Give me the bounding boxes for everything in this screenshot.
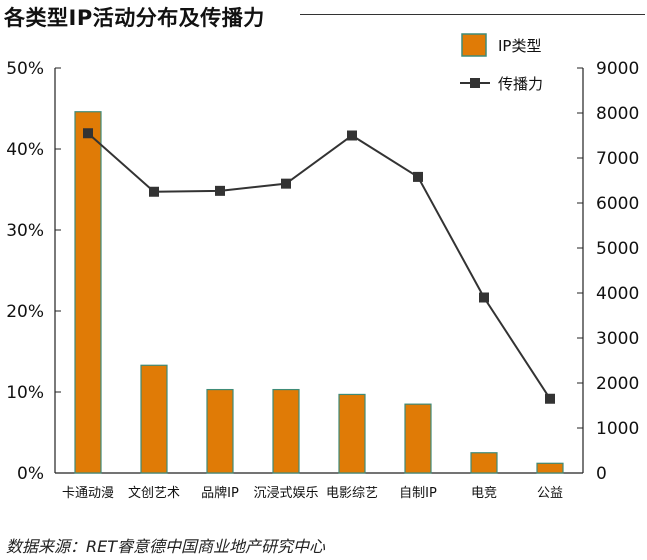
line-series-传播力	[87, 132, 551, 400]
line-point-0	[83, 128, 93, 139]
y-left-tick-label: 50%	[6, 59, 44, 79]
y-right-tick-label: 1000	[596, 419, 639, 439]
legend-label-line: 传播力	[498, 75, 543, 93]
line-point-4	[347, 130, 357, 141]
line-point-1	[149, 186, 159, 197]
bar-3	[272, 388, 300, 474]
x-tick-label: 文创艺术	[128, 486, 180, 501]
bar-0	[74, 111, 102, 474]
y-right-tick-label: 6000	[596, 194, 639, 214]
x-tick-label: 电影综艺	[326, 486, 378, 501]
y-right-tick-label: 7000	[596, 149, 639, 169]
y-right-tick-label: 8000	[596, 104, 639, 124]
legend-swatch-marker	[470, 78, 480, 88]
source-note: 数据来源：RET睿意德中国商业地产研究中心	[6, 537, 326, 556]
y-right-tick-label: 2000	[596, 374, 639, 394]
x-tick-label: 电竞	[471, 485, 497, 501]
legend-label-bar: IP类型	[498, 37, 541, 55]
bar-6	[470, 452, 498, 474]
x-tick-label: 自制IP	[399, 486, 437, 501]
y-right-tick-label: 3000	[596, 329, 639, 349]
y-left-tick-label: 10%	[6, 383, 44, 403]
line-point-5	[413, 171, 423, 182]
bar-4	[338, 393, 366, 474]
line-point-6	[479, 292, 489, 303]
axes-layer	[54, 67, 584, 474]
line-point-3	[281, 178, 291, 189]
bars-layer	[74, 111, 564, 474]
x-tick-label: 公益	[537, 486, 563, 501]
bar-5	[404, 403, 432, 474]
x-tick-label: 品牌IP	[201, 485, 239, 501]
labels-layer: 0% 10% 20% 30% 40% 50% 0 1000 2000 3000 4000 5000 60…	[6, 59, 639, 501]
x-tick-label: 卡通动漫	[62, 486, 114, 501]
line-point-2	[215, 185, 225, 196]
line-point-7	[545, 393, 555, 404]
bar-7	[536, 462, 564, 474]
y-left-tick-label: 40%	[6, 140, 44, 160]
x-tick-label: 沉浸式娱乐	[253, 486, 318, 501]
y-left-tick-label: 0%	[17, 464, 44, 484]
legend-swatch-bar	[461, 33, 487, 57]
y-right-tick-label: 5000	[596, 239, 639, 259]
y-right-tick-label: 4000	[596, 284, 639, 304]
title-rule	[300, 14, 645, 15]
y-right-tick-label: 9000	[596, 59, 639, 79]
y-right-tick-label: 0	[596, 464, 607, 484]
line-layer	[83, 128, 555, 404]
bar-2	[206, 388, 234, 474]
y-left-tick-label: 30%	[6, 221, 44, 241]
y-left-tick-label: 20%	[6, 302, 44, 322]
bar-1	[140, 364, 168, 474]
chart-title: 各类型IP活动分布及传播力	[4, 6, 265, 30]
